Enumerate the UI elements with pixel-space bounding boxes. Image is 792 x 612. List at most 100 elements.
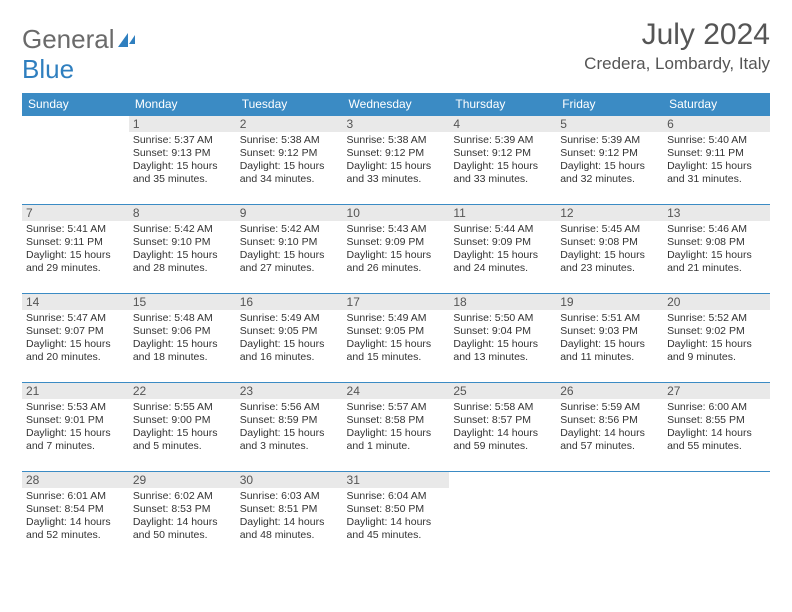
weekday-header: Monday <box>129 93 236 116</box>
day-number: 21 <box>22 383 129 399</box>
day-number: 22 <box>129 383 236 399</box>
calendar-day-cell <box>556 472 663 561</box>
day-number: 12 <box>556 205 663 221</box>
day-number: 9 <box>236 205 343 221</box>
calendar-day-cell <box>449 472 556 561</box>
calendar-day-cell: 14Sunrise: 5:47 AMSunset: 9:07 PMDayligh… <box>22 294 129 383</box>
day-details: Sunrise: 6:00 AMSunset: 8:55 PMDaylight:… <box>663 399 770 458</box>
calendar-body: 1Sunrise: 5:37 AMSunset: 9:13 PMDaylight… <box>22 116 770 561</box>
calendar-day-cell: 2Sunrise: 5:38 AMSunset: 9:12 PMDaylight… <box>236 116 343 205</box>
day-details: Sunrise: 5:55 AMSunset: 9:00 PMDaylight:… <box>129 399 236 458</box>
day-details: Sunrise: 5:40 AMSunset: 9:11 PMDaylight:… <box>663 132 770 191</box>
calendar-day-cell: 1Sunrise: 5:37 AMSunset: 9:13 PMDaylight… <box>129 116 236 205</box>
calendar-day-cell: 3Sunrise: 5:38 AMSunset: 9:12 PMDaylight… <box>343 116 450 205</box>
day-number: 10 <box>343 205 450 221</box>
calendar-week-row: 28Sunrise: 6:01 AMSunset: 8:54 PMDayligh… <box>22 472 770 561</box>
day-details: Sunrise: 5:38 AMSunset: 9:12 PMDaylight:… <box>343 132 450 191</box>
calendar-day-cell: 18Sunrise: 5:50 AMSunset: 9:04 PMDayligh… <box>449 294 556 383</box>
calendar-week-row: 21Sunrise: 5:53 AMSunset: 9:01 PMDayligh… <box>22 383 770 472</box>
day-number: 2 <box>236 116 343 132</box>
day-number: 20 <box>663 294 770 310</box>
day-number: 13 <box>663 205 770 221</box>
day-number: 27 <box>663 383 770 399</box>
calendar-day-cell: 8Sunrise: 5:42 AMSunset: 9:10 PMDaylight… <box>129 205 236 294</box>
day-number: 16 <box>236 294 343 310</box>
calendar-day-cell: 13Sunrise: 5:46 AMSunset: 9:08 PMDayligh… <box>663 205 770 294</box>
calendar-day-cell: 24Sunrise: 5:57 AMSunset: 8:58 PMDayligh… <box>343 383 450 472</box>
day-details: Sunrise: 5:56 AMSunset: 8:59 PMDaylight:… <box>236 399 343 458</box>
day-details: Sunrise: 5:38 AMSunset: 9:12 PMDaylight:… <box>236 132 343 191</box>
day-details: Sunrise: 5:53 AMSunset: 9:01 PMDaylight:… <box>22 399 129 458</box>
day-details: Sunrise: 5:42 AMSunset: 9:10 PMDaylight:… <box>236 221 343 280</box>
calendar-day-cell: 22Sunrise: 5:55 AMSunset: 9:00 PMDayligh… <box>129 383 236 472</box>
calendar-day-cell: 4Sunrise: 5:39 AMSunset: 9:12 PMDaylight… <box>449 116 556 205</box>
day-details: Sunrise: 5:59 AMSunset: 8:56 PMDaylight:… <box>556 399 663 458</box>
day-details: Sunrise: 5:46 AMSunset: 9:08 PMDaylight:… <box>663 221 770 280</box>
calendar-week-row: 7Sunrise: 5:41 AMSunset: 9:11 PMDaylight… <box>22 205 770 294</box>
day-number: 23 <box>236 383 343 399</box>
logo-sail-icon <box>118 33 128 47</box>
day-number: 25 <box>449 383 556 399</box>
day-details: Sunrise: 6:01 AMSunset: 8:54 PMDaylight:… <box>22 488 129 547</box>
weekday-header: Tuesday <box>236 93 343 116</box>
location: Credera, Lombardy, Italy <box>584 54 770 74</box>
day-details: Sunrise: 5:58 AMSunset: 8:57 PMDaylight:… <box>449 399 556 458</box>
day-number: 6 <box>663 116 770 132</box>
calendar-day-cell <box>22 116 129 205</box>
calendar-day-cell: 10Sunrise: 5:43 AMSunset: 9:09 PMDayligh… <box>343 205 450 294</box>
day-number: 28 <box>22 472 129 488</box>
day-number: 8 <box>129 205 236 221</box>
calendar-day-cell: 23Sunrise: 5:56 AMSunset: 8:59 PMDayligh… <box>236 383 343 472</box>
day-details: Sunrise: 5:43 AMSunset: 9:09 PMDaylight:… <box>343 221 450 280</box>
calendar-day-cell: 11Sunrise: 5:44 AMSunset: 9:09 PMDayligh… <box>449 205 556 294</box>
day-details: Sunrise: 5:47 AMSunset: 9:07 PMDaylight:… <box>22 310 129 369</box>
weekday-header: Sunday <box>22 93 129 116</box>
calendar-day-cell: 21Sunrise: 5:53 AMSunset: 9:01 PMDayligh… <box>22 383 129 472</box>
calendar-day-cell: 9Sunrise: 5:42 AMSunset: 9:10 PMDaylight… <box>236 205 343 294</box>
calendar-day-cell: 20Sunrise: 5:52 AMSunset: 9:02 PMDayligh… <box>663 294 770 383</box>
day-details: Sunrise: 6:03 AMSunset: 8:51 PMDaylight:… <box>236 488 343 547</box>
calendar-day-cell: 19Sunrise: 5:51 AMSunset: 9:03 PMDayligh… <box>556 294 663 383</box>
day-number: 15 <box>129 294 236 310</box>
logo-text-blue: Blue <box>22 54 74 85</box>
logo: General <box>22 18 135 55</box>
calendar-day-cell: 12Sunrise: 5:45 AMSunset: 9:08 PMDayligh… <box>556 205 663 294</box>
weekday-header-row: SundayMondayTuesdayWednesdayThursdayFrid… <box>22 93 770 116</box>
day-details: Sunrise: 5:41 AMSunset: 9:11 PMDaylight:… <box>22 221 129 280</box>
day-number: 24 <box>343 383 450 399</box>
day-number: 18 <box>449 294 556 310</box>
calendar-day-cell: 25Sunrise: 5:58 AMSunset: 8:57 PMDayligh… <box>449 383 556 472</box>
calendar-week-row: 14Sunrise: 5:47 AMSunset: 9:07 PMDayligh… <box>22 294 770 383</box>
day-number: 5 <box>556 116 663 132</box>
weekday-header: Saturday <box>663 93 770 116</box>
title-block: July 2024 Credera, Lombardy, Italy <box>584 18 770 74</box>
day-details: Sunrise: 5:48 AMSunset: 9:06 PMDaylight:… <box>129 310 236 369</box>
day-number: 29 <box>129 472 236 488</box>
day-details: Sunrise: 6:04 AMSunset: 8:50 PMDaylight:… <box>343 488 450 547</box>
day-details: Sunrise: 5:44 AMSunset: 9:09 PMDaylight:… <box>449 221 556 280</box>
day-details: Sunrise: 5:42 AMSunset: 9:10 PMDaylight:… <box>129 221 236 280</box>
weekday-header: Thursday <box>449 93 556 116</box>
calendar-day-cell: 7Sunrise: 5:41 AMSunset: 9:11 PMDaylight… <box>22 205 129 294</box>
day-number: 11 <box>449 205 556 221</box>
day-details: Sunrise: 5:37 AMSunset: 9:13 PMDaylight:… <box>129 132 236 191</box>
day-number: 17 <box>343 294 450 310</box>
calendar-day-cell: 28Sunrise: 6:01 AMSunset: 8:54 PMDayligh… <box>22 472 129 561</box>
calendar-day-cell: 30Sunrise: 6:03 AMSunset: 8:51 PMDayligh… <box>236 472 343 561</box>
day-details: Sunrise: 5:39 AMSunset: 9:12 PMDaylight:… <box>556 132 663 191</box>
calendar-table: SundayMondayTuesdayWednesdayThursdayFrid… <box>22 93 770 561</box>
day-details: Sunrise: 5:51 AMSunset: 9:03 PMDaylight:… <box>556 310 663 369</box>
day-details: Sunrise: 5:49 AMSunset: 9:05 PMDaylight:… <box>236 310 343 369</box>
day-number: 3 <box>343 116 450 132</box>
month-title: July 2024 <box>584 18 770 52</box>
calendar-week-row: 1Sunrise: 5:37 AMSunset: 9:13 PMDaylight… <box>22 116 770 205</box>
day-number: 14 <box>22 294 129 310</box>
weekday-header: Wednesday <box>343 93 450 116</box>
calendar-day-cell: 26Sunrise: 5:59 AMSunset: 8:56 PMDayligh… <box>556 383 663 472</box>
calendar-day-cell: 27Sunrise: 6:00 AMSunset: 8:55 PMDayligh… <box>663 383 770 472</box>
day-details: Sunrise: 5:45 AMSunset: 9:08 PMDaylight:… <box>556 221 663 280</box>
day-number: 4 <box>449 116 556 132</box>
logo-sail2-icon <box>129 35 135 44</box>
calendar-day-cell: 16Sunrise: 5:49 AMSunset: 9:05 PMDayligh… <box>236 294 343 383</box>
day-details: Sunrise: 5:39 AMSunset: 9:12 PMDaylight:… <box>449 132 556 191</box>
